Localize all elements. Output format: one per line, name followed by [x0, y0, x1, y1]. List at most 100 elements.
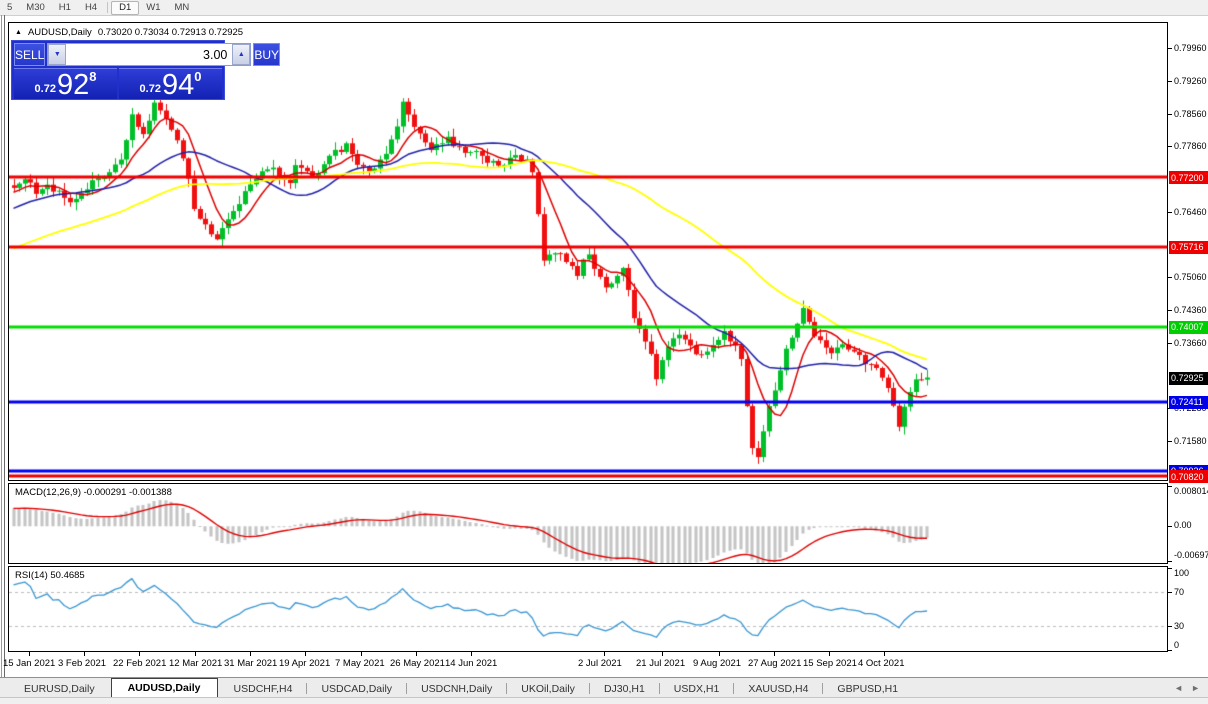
date-label: 3 Feb 2021	[58, 658, 107, 669]
date-label: 9 Aug 2021	[693, 658, 742, 669]
price-tick-label: 0.71580	[1174, 435, 1207, 446]
chart-tab-usdcad[interactable]: USDCAD,Daily	[321, 683, 393, 695]
volume-input[interactable]	[66, 44, 233, 65]
tab-separator	[733, 683, 735, 694]
price-tick-mark	[1168, 310, 1172, 312]
date-tick-mark	[774, 652, 775, 656]
macd-tick-mark	[1168, 486, 1172, 487]
chart-tab-ukoil[interactable]: UKOil,Daily	[521, 683, 575, 695]
tab-scroll-arrows: ◄ ►	[1174, 683, 1200, 693]
rsi-tick-mark	[1168, 568, 1172, 569]
chart-tab-usdchf[interactable]: USDCHF,H4	[233, 683, 293, 695]
tab-scroll-right-icon[interactable]: ►	[1191, 683, 1200, 693]
rsi-canvas[interactable]	[9, 567, 1167, 651]
chart-tab-gbpusd[interactable]: GBPUSD,H1	[837, 683, 899, 695]
tab-scroll-left-icon[interactable]: ◄	[1174, 683, 1184, 693]
chart-tab-usdx[interactable]: USDX,H1	[673, 683, 720, 695]
macd-canvas[interactable]	[9, 484, 1167, 563]
date-label: 26 May 2021	[390, 658, 445, 669]
tab-separator	[658, 683, 660, 694]
price-tick-label: 0.79260	[1174, 75, 1207, 86]
price-level-badge: 0.70820	[1169, 470, 1208, 484]
buy-price-prefix: 0.72	[139, 83, 161, 95]
price-level-badge: 0.72411	[1169, 395, 1208, 409]
price-tick-mark	[1168, 211, 1172, 213]
macd-tick-mark	[1168, 526, 1172, 528]
chart-tab-audusd[interactable]: AUDUSD,Daily	[110, 678, 218, 698]
date-tick-mark	[361, 652, 362, 656]
macd-tick-label: -0.00697	[1174, 550, 1208, 560]
price-level-badge: 0.74007	[1169, 320, 1208, 334]
timeframe-button-d1[interactable]: D1	[111, 0, 140, 15]
buy-price-display[interactable]: 0.72 94 0	[119, 68, 222, 101]
price-level-badge: 0.75716	[1169, 240, 1208, 254]
macd-tick-label: 0.008014	[1174, 486, 1208, 496]
buy-price-big: 94	[161, 69, 195, 101]
date-label: 22 Feb 2021	[113, 658, 167, 669]
sell-price-big: 92	[56, 69, 90, 101]
buy-button-label: BUY	[254, 47, 280, 62]
date-label: 21 Jul 2021	[636, 658, 686, 669]
date-label: 4 Oct 2021	[858, 658, 905, 669]
price-tick-mark	[1168, 277, 1172, 279]
date-label: 7 May 2021	[335, 658, 385, 669]
macd-label: MACD(12,26,9) -0.000291 -0.001388	[15, 487, 172, 498]
toolbar-separator	[107, 2, 109, 13]
price-tick-label: 0.78560	[1174, 108, 1207, 119]
sell-button[interactable]: SELL	[14, 43, 46, 66]
one-click-collapse-icon[interactable]: ▲	[15, 29, 22, 36]
chart-header: ▲ AUDUSD,Daily 0.73020 0.73034 0.72913 0…	[15, 27, 243, 38]
date-label: 19 Apr 2021	[279, 658, 331, 669]
rsi-tick-mark	[1168, 592, 1172, 594]
chart-tabs: EURUSD,Daily AUDUSD,Daily USDCHF,H4 USDCAD,…	[0, 678, 912, 698]
buy-price-sup: 0	[194, 69, 202, 84]
rsi-panel: RSI(14) 50.4685	[8, 566, 1168, 652]
tab-separator	[406, 683, 408, 694]
timeframe-button-5[interactable]: 5	[7, 2, 13, 13]
rsi-label: RSI(14) 50.4685	[15, 570, 85, 581]
timeframe-toolbar: 5 M30 H1 H4 D1 W1 MN	[0, 0, 1208, 16]
rsi-tick-label: 0	[1174, 640, 1180, 650]
tab-separator	[306, 683, 308, 694]
chart-ohlc-values: 0.73020 0.73034 0.72913 0.72925	[97, 27, 244, 38]
volume-spinner: ▼ ▲	[47, 43, 252, 66]
chart-tab-dj30[interactable]: DJ30,H1	[603, 683, 645, 695]
rsi-tick-label: 70	[1174, 587, 1185, 598]
price-tick-label: 0.79960	[1174, 42, 1207, 53]
sell-button-label: SELL	[15, 47, 45, 62]
timeframe-button-h1[interactable]: H1	[58, 2, 71, 13]
price-tick-label: 0.77860	[1174, 141, 1207, 152]
date-tick-mark	[305, 652, 306, 656]
date-tick-mark	[719, 652, 720, 656]
timeframe-button-m30[interactable]: M30	[26, 2, 45, 13]
volume-decrease-button[interactable]: ▼	[48, 44, 67, 65]
chart-tab-usdcnh[interactable]: USDCNH,Daily	[421, 683, 493, 695]
buy-button[interactable]: BUY	[253, 43, 281, 66]
date-tick-mark	[884, 652, 885, 656]
date-label: 2 Jul 2021	[578, 658, 622, 669]
date-label: 15 Jan 2021	[3, 658, 56, 669]
timeframe-button-w1[interactable]: W1	[146, 2, 161, 13]
volume-increase-button[interactable]: ▲	[232, 44, 251, 65]
sell-price-prefix: 0.72	[34, 83, 56, 95]
macd-tick-label: 0.00	[1174, 520, 1192, 531]
date-tick-mark	[416, 652, 417, 656]
sell-price-display[interactable]: 0.72 92 8	[14, 68, 117, 101]
tab-separator	[506, 683, 508, 694]
date-tick-mark	[604, 652, 605, 656]
chart-window-left-border	[4, 15, 5, 677]
price-tick-label: 0.73660	[1174, 338, 1207, 349]
timeframe-button-mn[interactable]: MN	[174, 2, 190, 13]
chart-tab-eurusd[interactable]: EURUSD,Daily	[24, 683, 95, 695]
date-tick-mark	[139, 652, 140, 656]
rsi-tick-mark	[1168, 650, 1172, 651]
macd-tick-mark	[1168, 561, 1172, 562]
date-tick-mark	[195, 652, 196, 656]
date-label: 12 Mar 2021	[169, 658, 223, 669]
timeframe-button-h4[interactable]: H4	[84, 2, 98, 13]
date-tick-mark	[250, 652, 251, 656]
chart-tab-xauusd[interactable]: XAUUSD,H4	[748, 683, 809, 695]
date-label: 27 Aug 2021	[748, 658, 802, 669]
